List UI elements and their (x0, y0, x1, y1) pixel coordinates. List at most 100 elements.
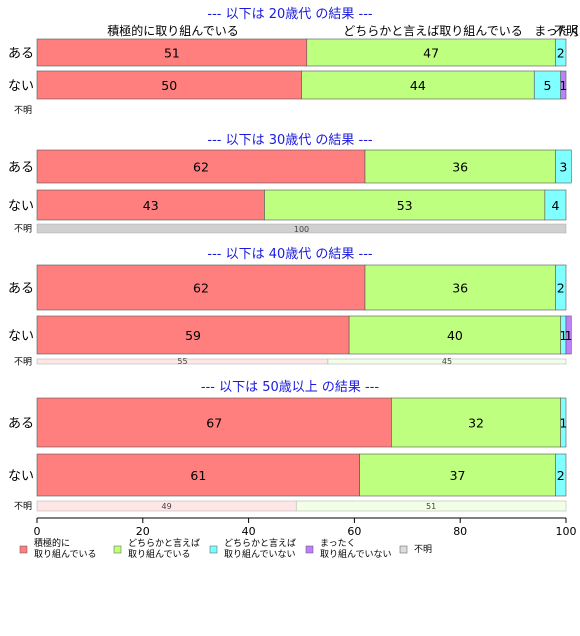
x-tick-label: 100 (556, 525, 577, 538)
unknown-row-label: 不明 (14, 501, 32, 512)
panel-4: --- 以下は 50歳以上 の結果 --- ある 67 32 1 ない 61 37 2 不明 49 5… (8, 380, 567, 512)
bar-segment (36, 453, 360, 497)
data-label: 2 (557, 46, 565, 61)
data-label: 62 (193, 281, 209, 296)
legend-label: 積極的に取り組んでいる (34, 537, 97, 560)
panel-title: --- 以下は 50歳以上 の結果 --- (201, 380, 380, 395)
header-category-2: どちらかと言えば取り組んでいる (343, 24, 522, 38)
data-label: 59 (185, 328, 201, 343)
unknown-row-label: 不明 (14, 224, 32, 235)
row-label: ない (8, 469, 34, 484)
data-label: 47 (423, 46, 439, 61)
bar-segment (264, 189, 546, 221)
legend-label: 不明 (414, 544, 432, 555)
bar-segment (555, 38, 567, 67)
data-label: 5 (544, 78, 552, 93)
legend-item: 積極的に取り組んでいる (19, 537, 97, 560)
panels: --- 以下は 20歳代 の結果 ---ある 51 47 2ない 50 44 5 1不明---… (8, 7, 573, 512)
unknown-data-label: 49 (162, 502, 172, 511)
data-label: 3 (559, 160, 567, 175)
legend-label: どちらかと言えば取り組んでいない (224, 537, 296, 560)
unknown-data-label: 51 (426, 502, 436, 511)
bar-segment (36, 38, 308, 67)
data-label: 40 (447, 328, 463, 343)
bar-segment (36, 397, 392, 448)
bar-segment (36, 315, 350, 355)
bar-segment (555, 453, 567, 497)
legend-swatch (19, 545, 28, 554)
bar-segment (36, 189, 265, 221)
data-label: 1 (565, 328, 573, 343)
x-tick-label: 40 (242, 525, 256, 538)
data-label: 37 (450, 468, 466, 483)
unknown-bar-segment (327, 358, 567, 365)
bar-segment (301, 70, 535, 100)
legend-label: まったく取り組んでいない (320, 538, 392, 560)
data-label: 32 (468, 416, 484, 431)
data-label: 2 (557, 281, 565, 296)
bar-segment (560, 397, 567, 448)
unknown-data-label: 100 (294, 225, 309, 234)
data-label: 36 (452, 160, 468, 175)
data-label: 50 (161, 78, 177, 93)
x-tick-label: 80 (453, 525, 467, 538)
bar-segment (391, 397, 562, 448)
header-category-1: 積極的に取り組んでいる (107, 23, 238, 38)
unknown-data-label: 45 (442, 357, 452, 366)
data-label: 43 (143, 198, 159, 213)
panel-2: --- 以下は 30歳代 の結果 --- ある 62 36 3 ない 43 53 4 不明 100 (8, 133, 572, 235)
panel-1: --- 以下は 20歳代 の結果 --- ある 51 47 2 ない 50 44 5 1 不明 (8, 7, 567, 116)
data-label: 4 (551, 198, 559, 213)
unknown-data-label: 55 (177, 357, 187, 366)
legend-swatch (209, 545, 218, 554)
x-tick-label: 20 (136, 525, 150, 538)
data-label: 2 (557, 468, 565, 483)
data-label: 67 (206, 416, 222, 431)
bar-segment (306, 38, 556, 67)
legend-swatch (399, 545, 408, 554)
bar-segment (533, 70, 562, 100)
legend-item: 不明 (399, 544, 432, 555)
row-label: ない (8, 79, 34, 94)
unknown-row-label: 不明 (14, 105, 32, 116)
data-label: 36 (452, 281, 468, 296)
unknown-bar-segment (295, 500, 567, 512)
bar-segment (565, 315, 572, 355)
bar-segment (555, 264, 567, 311)
panel-title: --- 以下は 30歳代 の結果 --- (207, 133, 373, 148)
category-headers: 積極的に取り組んでいる どちらかと言えば取り組んでいる まったく 不明 (107, 23, 580, 38)
row-label: ある (8, 282, 34, 297)
legend: 積極的に取り組んでいる どちらかと言えば取り組んでいる どちらかと言えば取り組んでい… (19, 537, 432, 560)
row-label: ある (8, 417, 34, 432)
bar-segment (36, 149, 366, 184)
x-tick-label: 60 (347, 525, 361, 538)
data-label: 61 (190, 468, 206, 483)
header-category-4: まったく (534, 24, 580, 38)
x-tick-label: 0 (34, 525, 41, 538)
legend-swatch (305, 545, 314, 554)
bar-segment (36, 70, 302, 100)
panel-title: --- 以下は 20歳代 の結果 --- (207, 7, 373, 22)
panel-3: --- 以下は 40歳代 の結果 --- ある 62 36 2 ない 59 40 11 不明 55 4… (8, 247, 573, 368)
unknown-bar-segment (36, 223, 567, 234)
row-label: ある (8, 161, 34, 176)
header-category-5: 不明 (554, 24, 578, 38)
legend-item: どちらかと言えば取り組んでいる (113, 537, 200, 560)
x-axis: 0 20 40 60 80 100 (34, 517, 577, 538)
data-label: 1 (559, 328, 567, 343)
data-label: 62 (193, 160, 209, 175)
bar-segment (348, 315, 562, 355)
legend-item: まったく取り組んでいない (305, 538, 392, 560)
bar-segment (560, 70, 567, 100)
row-label: ない (8, 329, 34, 344)
data-label: 51 (164, 46, 180, 61)
legend-label: どちらかと言えば取り組んでいる (128, 537, 200, 560)
row-label: ない (8, 199, 34, 214)
data-label: 1 (559, 78, 567, 93)
bar-segment (544, 189, 567, 221)
data-label: 1 (559, 416, 567, 431)
bar-segment (364, 264, 556, 311)
data-label: 44 (410, 78, 426, 93)
bar-segment (555, 149, 572, 184)
